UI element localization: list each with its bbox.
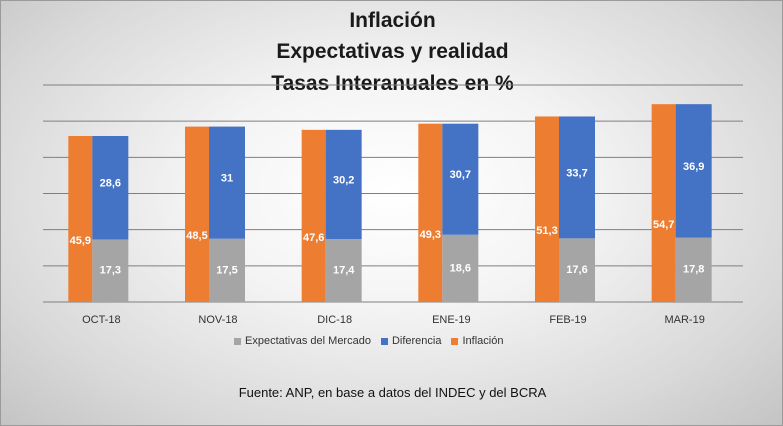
diferencia-bar (92, 135, 129, 240)
expectativas-bar (325, 239, 362, 302)
inflacion-bar (418, 123, 443, 302)
inflacion-bar (535, 116, 559, 302)
expectativas-data-label: 18,6 (450, 262, 471, 274)
chart-legend: Expectativas del Mercado Diferencia Infl… (234, 335, 503, 347)
legend-item-diferencia: Diferencia (380, 335, 442, 347)
diferencia-bar (675, 104, 712, 238)
inflacion-data-label: 49,3 (420, 229, 441, 241)
inflacion-data-label: 45,9 (70, 235, 91, 247)
inflacion-data-label: 51,3 (536, 225, 557, 237)
expectativas-bar (92, 239, 129, 302)
diferencia-bar (325, 129, 362, 240)
chart-source-note: Fuente: ANP, en base a datos del INDEC y… (238, 385, 547, 400)
diferencia-data-label: 28,6 (100, 178, 121, 190)
legend-label-diferencia: Diferencia (391, 335, 442, 347)
expectativas-data-label: 17,3 (100, 265, 121, 277)
expectativas-bar (442, 234, 479, 302)
legend-item-expectativas: Expectativas del Mercado (234, 335, 371, 347)
x-tick-label: MAR-19 (664, 314, 704, 326)
diferencia-data-label: 31 (221, 173, 233, 185)
expectativas-bar (675, 237, 712, 302)
x-tick-label: FEB-19 (549, 314, 586, 326)
chart-title-line-2: Expectativas y realidad (276, 40, 509, 63)
diferencia-data-label: 30,2 (333, 174, 354, 186)
inflacion-bar (68, 135, 93, 302)
diferencia-bar (209, 126, 245, 239)
expectativas-data-label: 17,6 (566, 264, 587, 276)
inflacion-bar (651, 104, 676, 302)
expectativas-data-label: 17,8 (683, 264, 704, 276)
inflacion-bar (301, 129, 326, 302)
inflacion-bar (185, 126, 209, 302)
expectativas-bar (559, 238, 595, 302)
legend-label-inflacion: Inflación (462, 335, 504, 347)
x-tick-label: NOV-18 (198, 314, 237, 326)
legend-item-inflacion: Inflación (451, 335, 503, 347)
legend-swatch-inflacion (451, 337, 459, 345)
x-tick-label: OCT-18 (82, 314, 121, 326)
x-tick-label: DIC-18 (317, 314, 352, 326)
diferencia-bar (559, 116, 595, 239)
chart-title-line-1: Inflación (349, 9, 436, 32)
diferencia-data-label: 30,7 (450, 169, 471, 181)
diferencia-data-label: 33,7 (566, 167, 587, 179)
expectativas-data-label: 17,5 (216, 264, 237, 276)
legend-swatch-expectativas (234, 337, 241, 345)
legend-swatch-diferencia (380, 337, 388, 345)
x-tick-label: ENE-19 (432, 314, 471, 326)
inflacion-data-label: 54,7 (653, 219, 674, 231)
chart-title-line-3: Tasas Interanuales en % (271, 72, 514, 95)
diferencia-data-label: 36,9 (683, 161, 704, 173)
inflacion-data-label: 48,5 (186, 230, 207, 242)
diferencia-bar (442, 123, 479, 235)
inflacion-data-label: 47,6 (303, 232, 324, 244)
legend-label-expectativas: Expectativas del Mercado (245, 335, 371, 347)
expectativas-bar (209, 238, 245, 302)
expectativas-data-label: 17,4 (333, 264, 355, 276)
